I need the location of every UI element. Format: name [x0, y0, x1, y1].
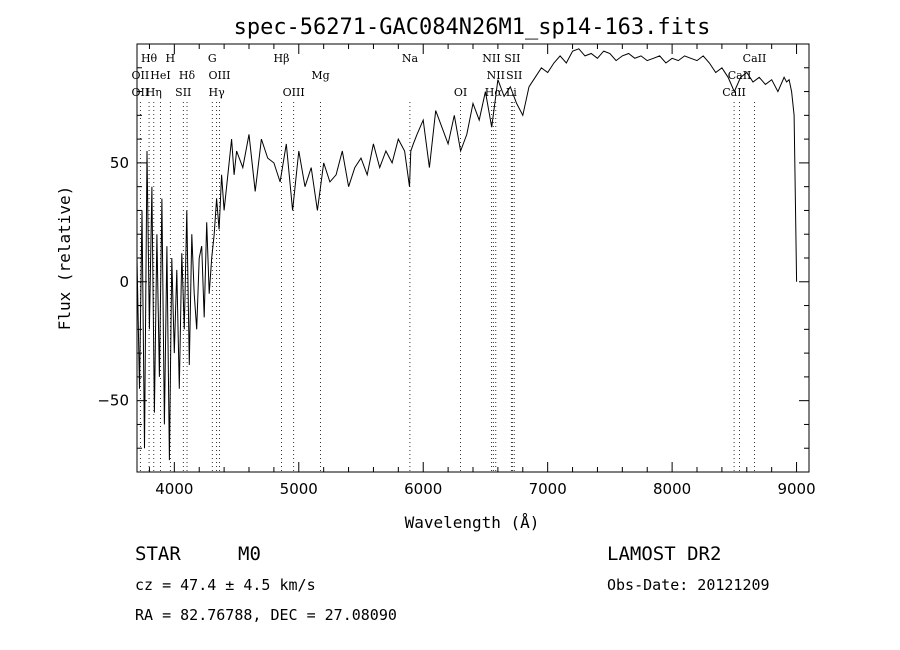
- line-label: OII: [132, 86, 150, 99]
- x-tick-label: 4000: [155, 480, 193, 498]
- line-label: OII: [132, 69, 150, 82]
- line-label: SII: [504, 52, 520, 65]
- y-tick-label: −50: [97, 392, 129, 410]
- x-tick-label: 5000: [280, 480, 318, 498]
- line-label: CaII: [728, 69, 752, 82]
- spectrum-line: [136, 48, 798, 461]
- x-ticks: 4000 5000 6000 7000 8000 9000: [148, 44, 816, 498]
- line-label: SII: [506, 69, 522, 82]
- x-tick-label: 9000: [777, 480, 815, 498]
- line-label: Mg: [311, 69, 329, 82]
- line-label: Hγ: [209, 86, 226, 99]
- survey-name: LAMOST DR2: [607, 543, 721, 565]
- y-axis-label: Flux (relative): [55, 186, 74, 331]
- y-tick-label: 50: [110, 154, 129, 172]
- obs-date: Obs-Date: 20121209: [607, 576, 770, 594]
- line-label: H: [166, 52, 176, 65]
- line-label: SII: [175, 86, 191, 99]
- line-label: NII: [487, 69, 505, 82]
- line-label: Hδ: [179, 69, 196, 82]
- x-tick-label: 6000: [404, 480, 442, 498]
- line-label: G: [208, 52, 217, 65]
- line-label: NII: [482, 52, 500, 65]
- line-label: Hη: [146, 86, 162, 99]
- y-tick-label: 0: [119, 273, 129, 291]
- line-label: CaII: [743, 52, 767, 65]
- line-label: OIII: [208, 69, 230, 82]
- line-label: OIII: [283, 86, 305, 99]
- line-label: Li: [506, 86, 517, 99]
- line-label: Hβ: [274, 52, 290, 65]
- x-axis-label: Wavelength (Å): [405, 513, 540, 532]
- chart-title: spec-56271-GAC084N26M1_sp14-163.fits: [234, 15, 711, 40]
- emission-line-markers: [139, 102, 755, 472]
- line-label: Na: [402, 52, 419, 65]
- x-tick-label: 7000: [529, 480, 567, 498]
- y-ticks: −50 0 50: [97, 67, 809, 449]
- object-class: STAR: [135, 543, 181, 565]
- cz-value: cz = 47.4 ± 4.5 km/s: [135, 576, 316, 594]
- line-label: Hα: [485, 86, 503, 99]
- line-label: OI: [454, 86, 467, 99]
- object-subclass: M0: [238, 543, 261, 565]
- plot-frame: [136, 43, 810, 473]
- line-label: Hθ: [141, 52, 158, 65]
- x-tick-label: 8000: [653, 480, 691, 498]
- line-label: HeI: [150, 69, 170, 82]
- ra-dec: RA = 82.76788, DEC = 27.08090: [135, 606, 397, 624]
- line-label: CaII: [722, 86, 746, 99]
